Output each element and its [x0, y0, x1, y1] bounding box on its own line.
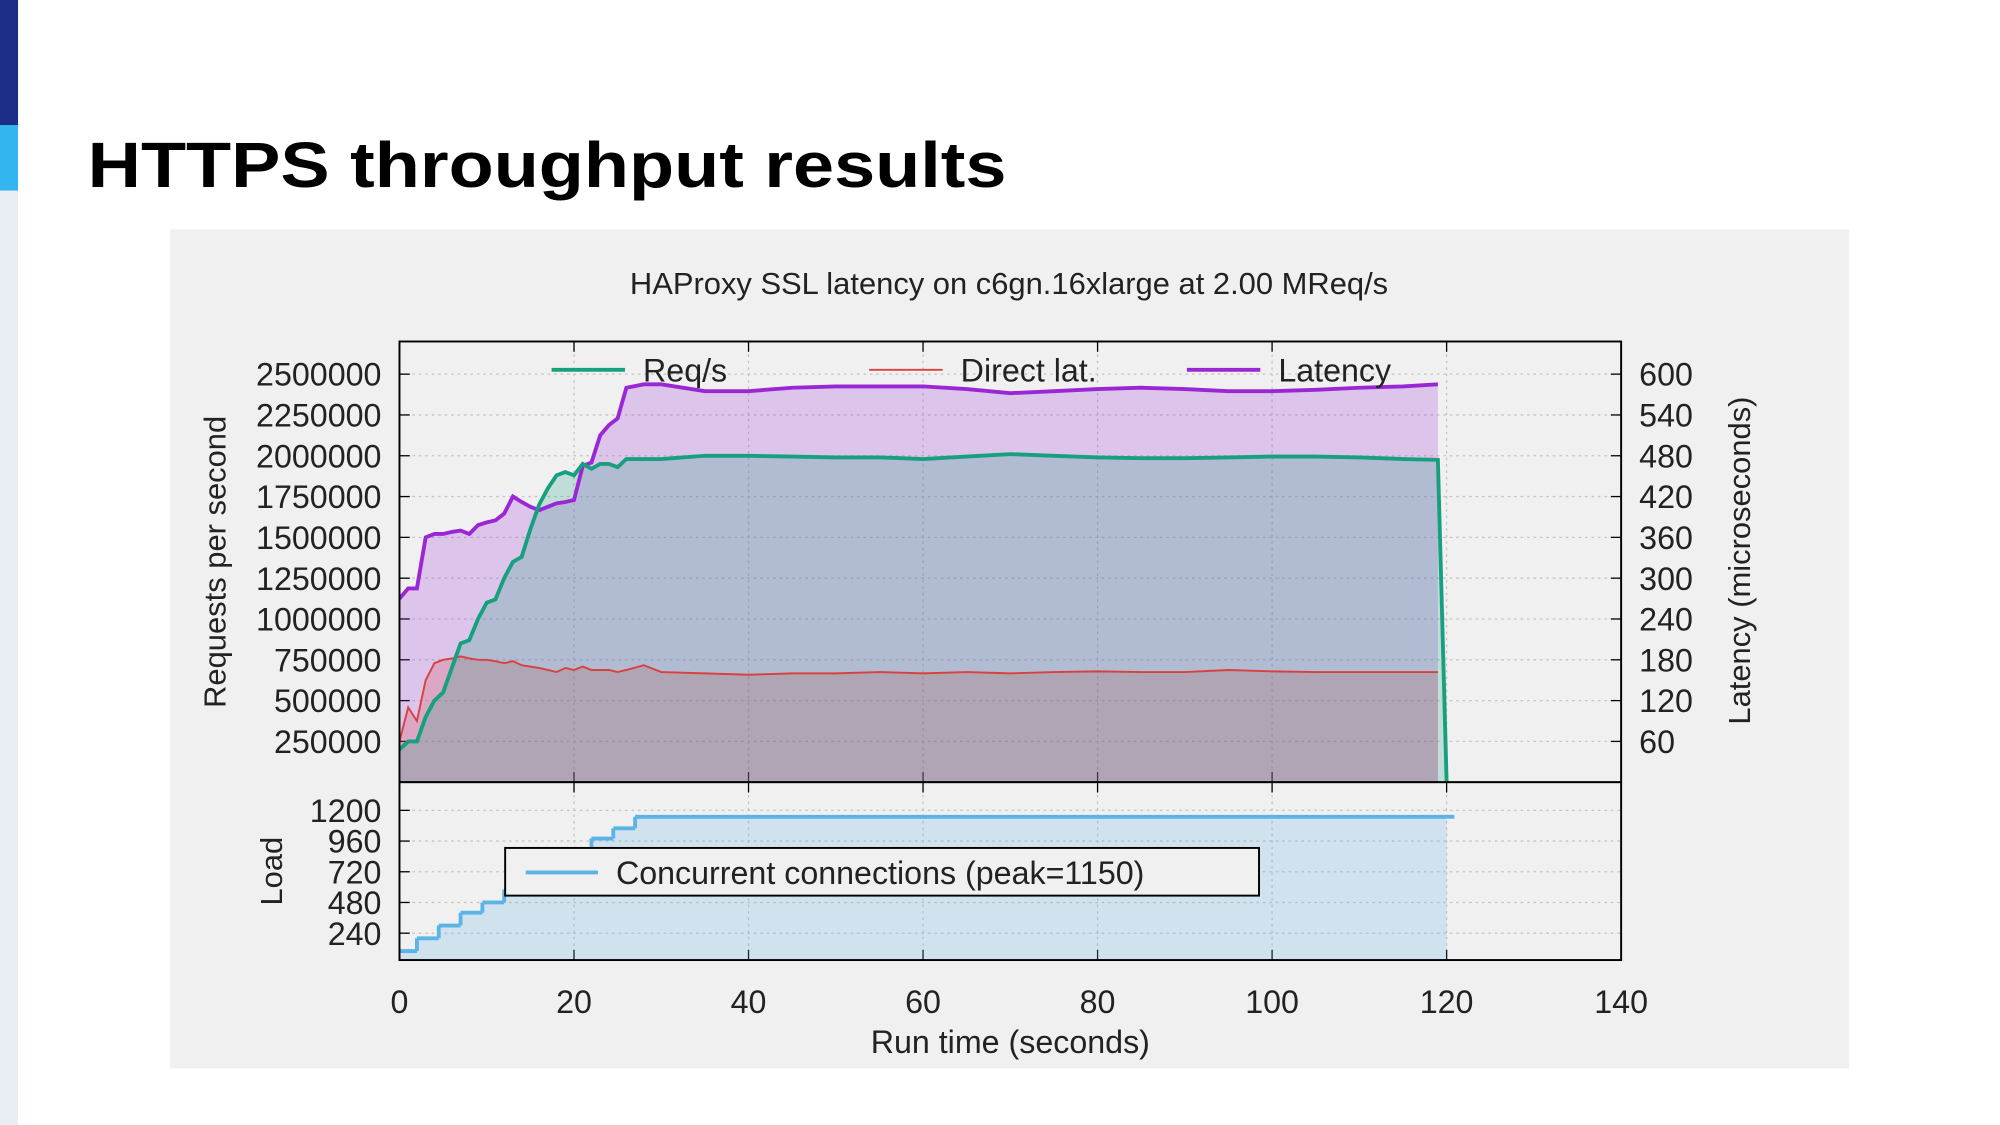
y-tick-label: 2000000: [256, 438, 381, 474]
chart: 250000 500000 750000 1000000 1250000 1500000 1…: [198, 266, 1757, 1060]
y-tick-label: 1000000: [256, 602, 381, 638]
y-tick-label: 1750000: [256, 479, 381, 515]
legend-label: Req/s: [643, 352, 727, 388]
y-tick-label: 750000: [274, 642, 381, 678]
y-tick-label: 1500000: [256, 520, 381, 556]
y-tick-label: 960: [328, 824, 382, 860]
chart-title: HAProxy SSL latency on c6gn.16xlarge at …: [630, 266, 1388, 301]
series-line: [398, 382, 1438, 600]
y2-tick-label: 300: [1639, 561, 1693, 597]
series-line: [398, 452, 1449, 783]
x-axis-label: Run time (seconds): [871, 1024, 1150, 1060]
legend-label: Latency: [1278, 352, 1392, 388]
accent-bar: [0, 190, 19, 1125]
panel: 250000 500000 750000 1000000 1250000 1500000 1…: [198, 266, 1757, 784]
y2-tick-label: 180: [1639, 642, 1693, 678]
x-tick-label: 120: [1420, 984, 1474, 1020]
y-tick-label: 240: [328, 916, 382, 952]
y2-tick-label: 360: [1639, 520, 1693, 556]
y2-tick-label: 420: [1639, 479, 1693, 515]
y2-tick-label: 120: [1639, 683, 1693, 719]
y-axis-label: Requests per second: [198, 416, 233, 708]
slide-title: HTTPS throughput results: [88, 129, 1007, 201]
y-tick-label: 1200: [310, 793, 382, 829]
legend-box: [504, 846, 1260, 897]
y-tick-label: 2250000: [256, 398, 381, 434]
y-axis-label: Load: [254, 837, 289, 906]
y2-tick-label: 600: [1639, 357, 1693, 393]
area-fill: [399, 384, 1438, 783]
x-tick-label: 100: [1245, 984, 1299, 1020]
y2-tick-label: 60: [1639, 724, 1675, 760]
y2-tick-label: 480: [1639, 438, 1693, 474]
area-fill: [399, 656, 1438, 783]
y-tick-label: 250000: [274, 724, 381, 760]
y2-axis-label: Latency (microseconds): [1722, 397, 1757, 725]
legend-label: Direct lat.: [961, 352, 1097, 388]
plot-border: [398, 781, 1623, 962]
y-tick-label: 720: [328, 854, 382, 890]
series-line: [398, 655, 1438, 742]
x-tick-label: 80: [1080, 984, 1116, 1020]
y-tick-label: 500000: [274, 683, 381, 719]
y-tick-label: 480: [328, 885, 382, 921]
x-tick-label: 0: [391, 984, 409, 1020]
y2-tick-label: 240: [1639, 602, 1693, 638]
legend-label: Concurrent connections (peak=1150): [616, 855, 1144, 891]
y2-tick-label: 540: [1639, 398, 1693, 434]
y-tick-label: 1250000: [256, 561, 381, 597]
x-tick-label: 20: [556, 984, 592, 1020]
x-tick-label: 40: [731, 984, 767, 1020]
accent-bar: [0, 0, 19, 125]
x-tick-label: 140: [1594, 984, 1648, 1020]
x-tick-label: 60: [905, 984, 941, 1020]
y-tick-label: 2500000: [256, 357, 381, 393]
accent-bar: [0, 125, 19, 191]
area-fill: [399, 454, 1447, 783]
